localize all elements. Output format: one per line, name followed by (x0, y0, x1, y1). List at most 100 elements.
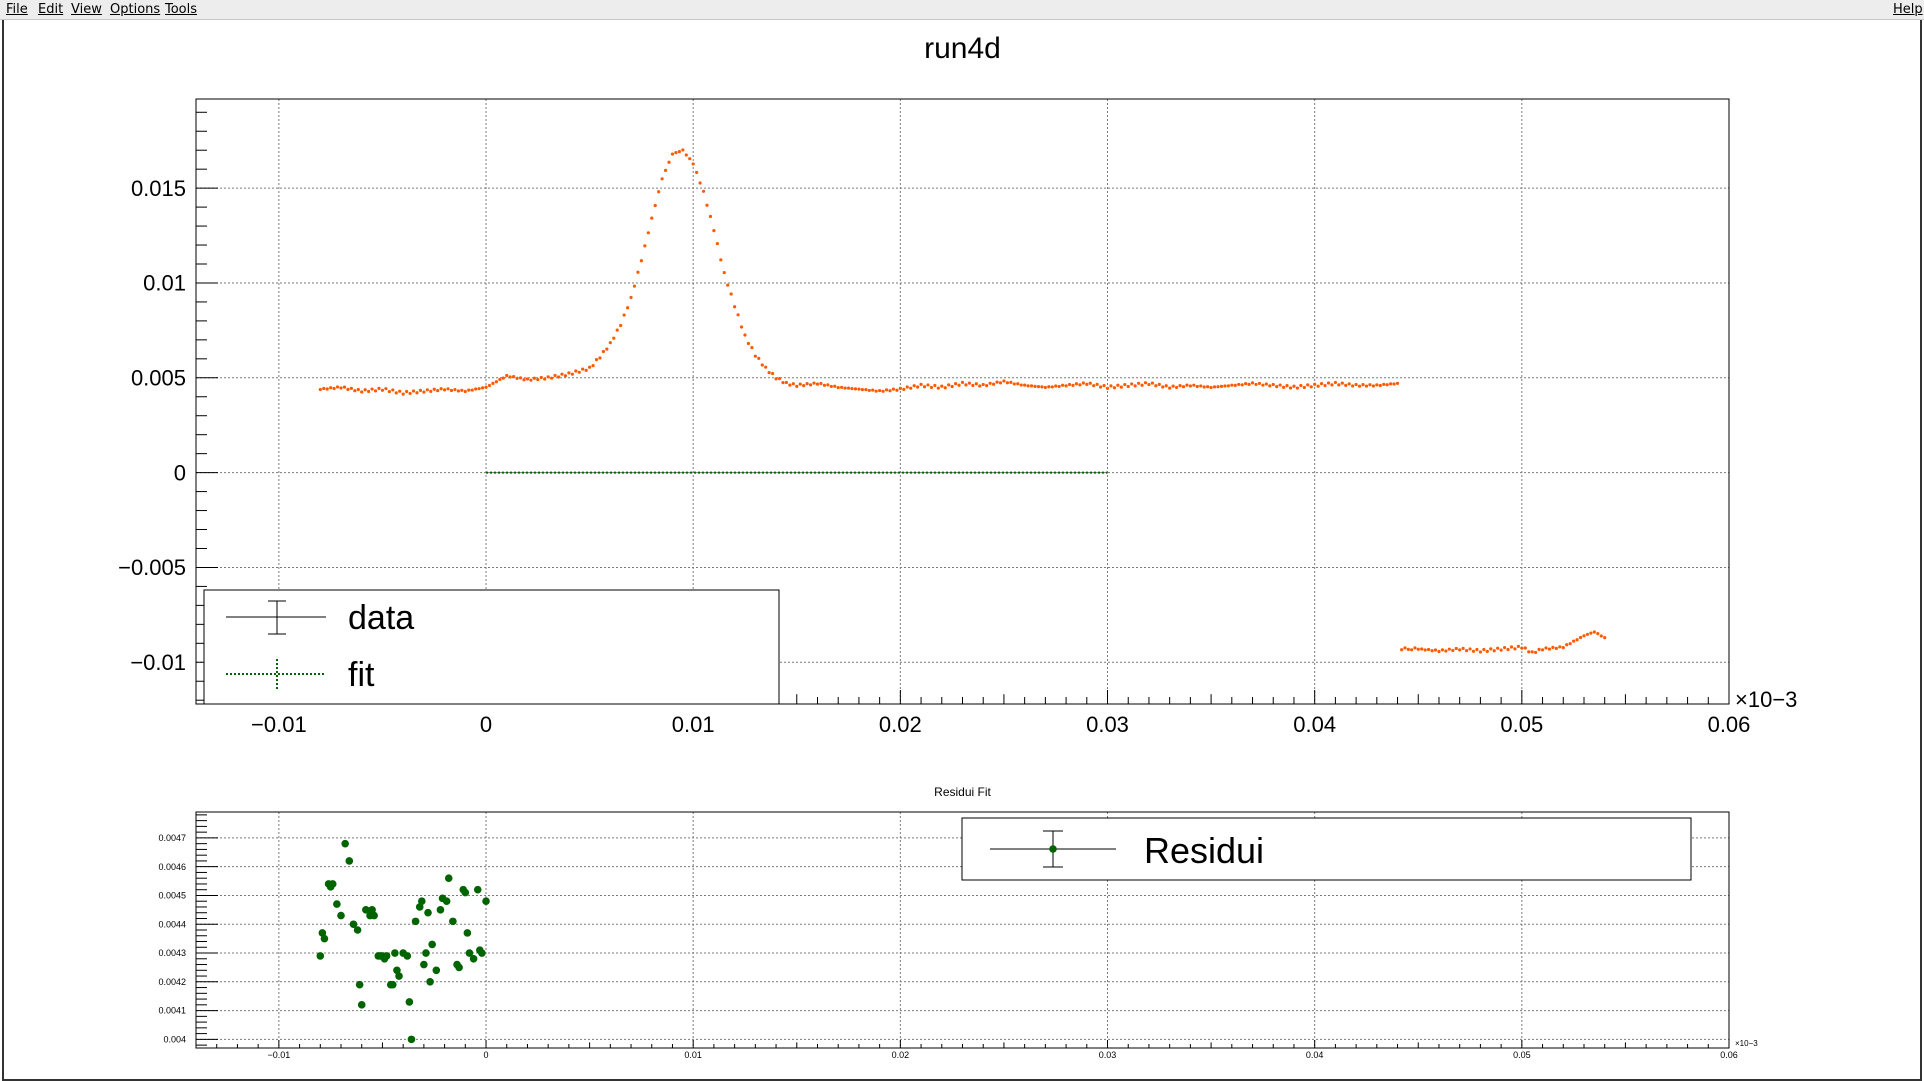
data-point (318, 387, 322, 392)
data-point (1337, 383, 1341, 387)
data-point (995, 380, 999, 384)
data-point (743, 333, 747, 337)
legend-label-data: data (348, 599, 414, 637)
data-point (846, 386, 851, 390)
data-point (536, 378, 540, 382)
residual-point (362, 906, 370, 914)
data-point (1302, 385, 1306, 390)
menu-edit[interactable]: Edit (38, 2, 64, 17)
data-point (1216, 385, 1220, 389)
data-point (480, 386, 485, 390)
data-point (874, 389, 878, 393)
residual-point (478, 949, 486, 957)
data-point (1088, 381, 1092, 385)
residual-point (389, 980, 397, 989)
data-point (1403, 646, 1407, 650)
data-point (719, 258, 723, 262)
x-tick-label: 0.03 (1099, 1050, 1117, 1060)
x-tick-label: 0.02 (879, 712, 922, 737)
data-point (871, 388, 875, 392)
residual-point (420, 960, 428, 969)
data-point (1357, 384, 1362, 388)
data-point (574, 369, 578, 373)
data-point (1496, 646, 1500, 650)
data-point (684, 153, 688, 157)
menu-view[interactable]: View (71, 2, 102, 17)
data-point (1568, 642, 1572, 646)
data-point (853, 387, 858, 391)
data-point (1468, 647, 1472, 651)
x-tick-label: 0.02 (892, 1050, 910, 1060)
menu-options[interactable]: Options (110, 2, 161, 17)
data-point (1181, 385, 1186, 389)
data-point (563, 374, 568, 378)
data-point (1254, 382, 1258, 387)
data-point (1185, 383, 1189, 387)
data-point (1040, 385, 1044, 389)
data-point (1596, 632, 1600, 636)
y-tick-label: 0.0047 (158, 833, 186, 843)
data-point (1551, 645, 1555, 649)
y-tick-label: 0.01 (143, 271, 186, 296)
data-point (1061, 383, 1065, 387)
data-point (919, 382, 923, 386)
menu-help[interactable]: Help (1893, 2, 1923, 17)
data-point (909, 386, 913, 390)
data-point (477, 387, 481, 391)
data-point (1400, 648, 1404, 652)
data-point (898, 386, 902, 390)
residual-point (415, 903, 424, 911)
data-point (1178, 383, 1182, 388)
data-point (522, 378, 526, 382)
residual-point (345, 857, 354, 865)
data-point (553, 373, 557, 378)
data-point (1023, 383, 1027, 387)
data-point (884, 388, 889, 392)
data-point (332, 386, 336, 391)
data-point (1506, 647, 1510, 652)
data-point (712, 229, 716, 233)
data-point (1547, 647, 1552, 651)
data-point (1074, 382, 1079, 386)
data-point (1578, 635, 1583, 640)
data-point (1489, 647, 1493, 651)
data-point (494, 380, 498, 384)
data-point (1492, 649, 1496, 653)
data-point (1026, 384, 1030, 388)
data-point (567, 371, 571, 375)
data-point (674, 151, 678, 155)
data-point (1534, 650, 1538, 655)
menu-tools[interactable]: Tools (165, 2, 198, 17)
y-tick-label: 0.0042 (158, 977, 186, 987)
data-point (325, 387, 329, 391)
data-point (1309, 385, 1313, 389)
data-point (608, 341, 612, 345)
menu-file[interactable]: File (6, 2, 28, 17)
data-point (1395, 381, 1400, 385)
data-point (1603, 636, 1607, 640)
data-point (663, 168, 668, 172)
data-point (1095, 382, 1099, 387)
data-point (391, 388, 395, 392)
data-point (1389, 382, 1393, 386)
data-point (1282, 385, 1286, 389)
data-point (843, 386, 847, 390)
data-point (1385, 383, 1389, 387)
data-point (840, 385, 844, 389)
data-point (829, 384, 833, 389)
data-point (1461, 646, 1465, 650)
y-tick-label: 0.0043 (158, 948, 186, 958)
data-point (432, 387, 436, 391)
data-point (346, 387, 350, 391)
data-point (1154, 384, 1158, 388)
data-point (1520, 646, 1524, 650)
data-point (1378, 383, 1382, 388)
data-point (781, 381, 785, 385)
data-point (1264, 382, 1268, 386)
data-point (1161, 385, 1165, 389)
data-point (947, 383, 951, 387)
data-point (1012, 382, 1016, 386)
data-point (1143, 381, 1148, 385)
data-point (771, 371, 775, 376)
